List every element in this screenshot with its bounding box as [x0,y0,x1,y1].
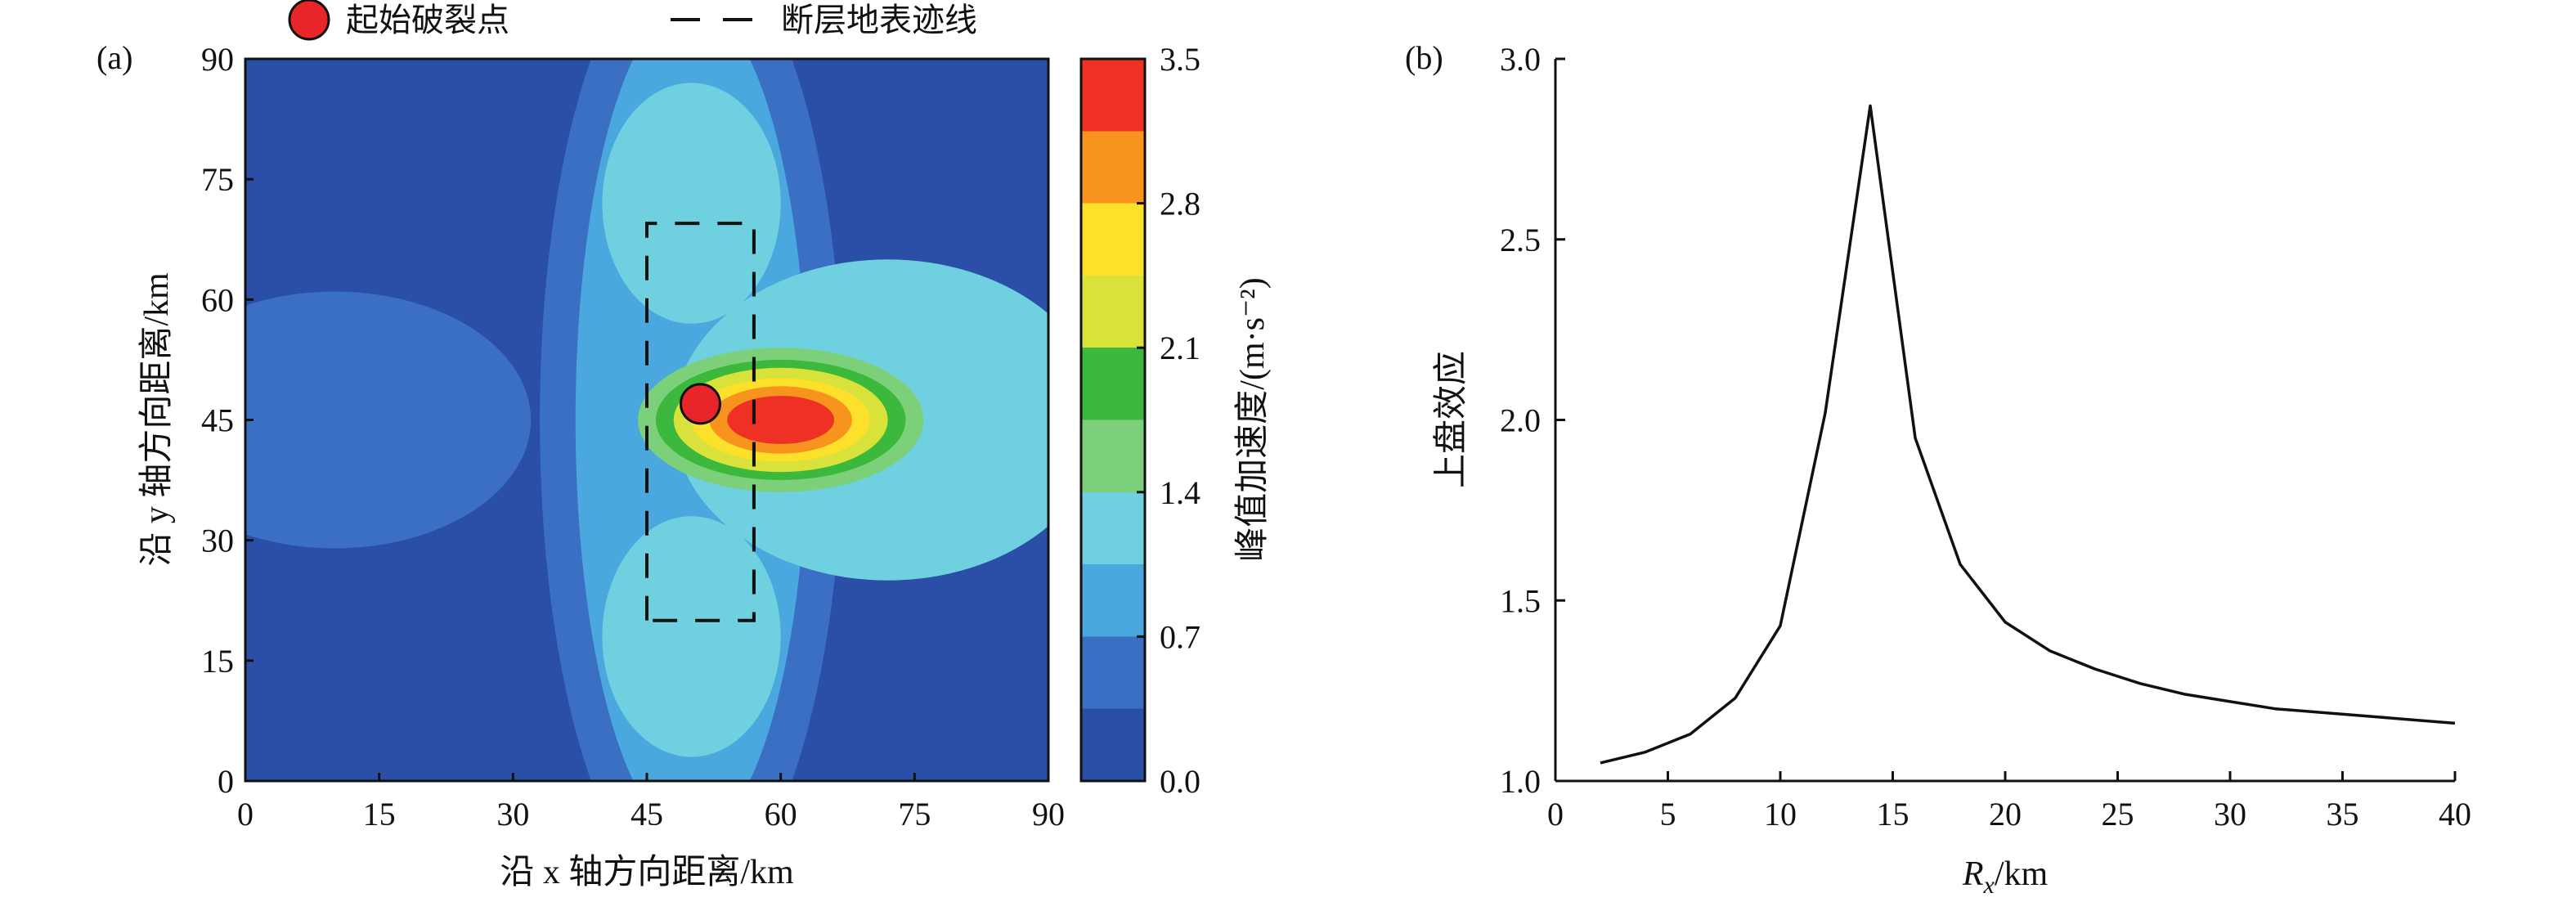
heatmap-contours [245,59,1048,781]
panel-b-x-axis-label: Rx/km [1962,855,2049,899]
b-xtick-label-2: 10 [1764,796,1797,832]
panel-b-y-axis-label: 上盘效应 [1432,351,1470,488]
cbar-tick-label-3: 2.1 [1160,330,1200,366]
a-ytick-label-6: 90 [201,41,234,78]
legend-label-fault-trace: 断层地表迹线 [781,2,977,38]
pga-peak-ring-5 [727,396,835,444]
b-xtick-label-7: 35 [2327,796,2359,832]
a-ytick-label-2: 30 [201,523,234,559]
b-xtick-label-8: 40 [2439,796,2471,832]
a-xtick-label-1: 15 [363,796,396,832]
a-xtick-label-3: 45 [631,796,663,832]
a-xtick-label-4: 60 [765,796,797,832]
panel-b: (b) 0 5 10 15 20 25 30 35 40 1.0 1.5 2.0 2.5 3.0 Rx/… [1405,39,2471,899]
a-ytick-label-5: 75 [201,161,234,198]
colorbar-label: 峰值加速度/(m·s⁻²) [1234,277,1272,561]
colorbar [1079,57,1147,783]
a-ytick-label-4: 60 [201,281,234,318]
heatmap-field [245,59,1048,781]
cbar-tick-label-0: 0.0 [1160,763,1200,800]
b-xtick-label-3: 15 [1877,796,1910,832]
colorbar-ticks: 0.0 0.7 1.4 2.1 2.8 3.5 [1137,41,1200,800]
panel-b-x-label-unit: /km [1995,855,2049,893]
cbar-tick-label-2: 1.4 [1160,474,1200,511]
b-xtick-label-0: 0 [1547,796,1564,832]
a-ytick-label-3: 45 [201,402,234,439]
panel-a-x-axis: 0 15 30 45 60 75 90 [237,773,1065,832]
a-xtick-label-2: 30 [496,796,529,832]
panel-b-y-axis: 1.0 1.5 2.0 2.5 3.0 [1500,41,1565,800]
panel-b-x-label-var: R [1962,855,1984,893]
a-xtick-label-5: 75 [898,796,931,832]
panel-a-y-axis: 0 15 30 45 60 75 90 [201,41,254,800]
b-ytick-label-2: 2.0 [1500,402,1541,439]
a-ytick-label-0: 0 [218,763,234,800]
panel-b-x-label-sub: x [1982,872,1995,899]
b-ytick-label-3: 2.5 [1500,222,1541,258]
left-patch-inner [245,363,460,477]
a-ytick-label-1: 15 [201,643,234,680]
lobe-south [602,516,781,757]
b-ytick-label-0: 1.0 [1500,763,1541,800]
panel-a-label: (a) [96,39,132,76]
b-xtick-label-1: 5 [1660,796,1676,832]
fault-trace-dashed [645,222,756,622]
panel-b-x-axis: 0 5 10 15 20 25 30 35 40 [1547,771,2471,832]
a-xtick-label-0: 0 [237,796,254,832]
panel-a: (a) 0 15 30 45 60 75 90 0 15 30 45 60 75 90 沿 x 轴方向距… [96,39,1272,891]
legend-label-rupture-start: 起始破裂点 [346,2,509,38]
cbar-tick-label-1: 0.7 [1160,618,1200,655]
panel-a-y-axis-label: 沿 y 轴方向距离/km [137,272,176,567]
cbar-tick-label-5: 3.5 [1160,41,1200,78]
rupture-start-point [679,383,721,425]
panel-b-label: (b) [1405,39,1443,76]
b-xtick-label-4: 20 [1989,796,2022,832]
hanging-wall-effect-line [1600,104,2456,765]
cbar-tick-label-4: 2.8 [1160,186,1200,222]
legend: 起始破裂点 断层地表迹线 [288,0,977,41]
b-xtick-label-6: 30 [2214,796,2246,832]
panel-a-x-axis-label: 沿 x 轴方向距离/km [500,853,794,891]
legend-red-circle-icon [288,0,330,41]
b-ytick-label-1: 1.5 [1500,582,1541,619]
b-xtick-label-5: 25 [2102,796,2134,832]
a-xtick-label-6: 90 [1032,796,1065,832]
b-ytick-label-4: 3.0 [1500,41,1541,78]
